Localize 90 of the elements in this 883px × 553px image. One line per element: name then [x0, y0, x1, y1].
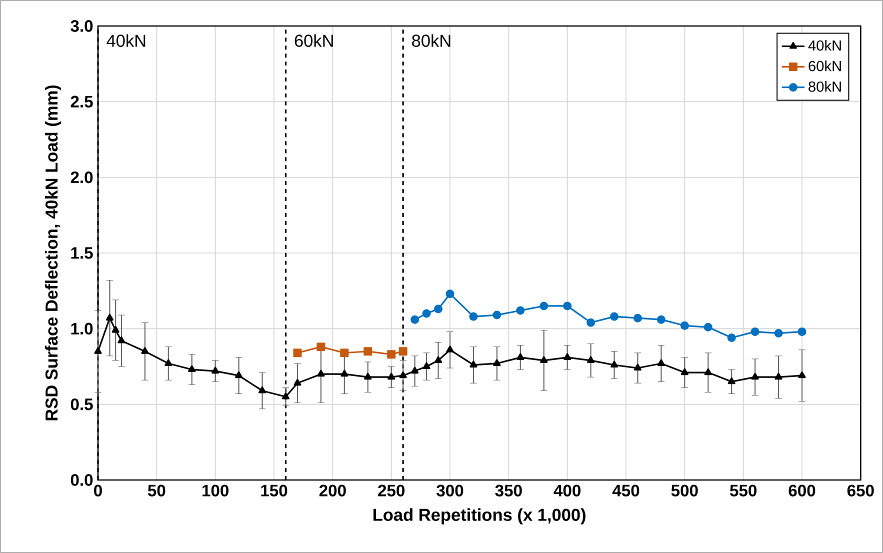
x-tick-label: 650	[847, 484, 874, 496]
point	[610, 360, 618, 368]
ref-line-label: 40kN	[106, 34, 146, 47]
x-axis-title: Load Repetitions (x 1,000)	[373, 508, 586, 524]
x-tick-label: 400	[554, 484, 581, 496]
point	[540, 356, 548, 363]
point	[388, 372, 396, 380]
point	[704, 368, 712, 376]
point	[118, 336, 126, 344]
point	[493, 359, 501, 366]
point	[434, 304, 443, 314]
point	[106, 314, 114, 321]
point	[364, 372, 372, 380]
x-tick-label: 500	[671, 484, 698, 496]
point	[387, 350, 396, 359]
point	[141, 347, 149, 354]
point	[282, 392, 290, 400]
x-tick-label: 450	[612, 484, 640, 496]
legend-label: 60kN	[808, 60, 841, 72]
legend-label: 80kN	[808, 81, 841, 92]
x-tick-label: 600	[788, 484, 816, 496]
x-tick-label: 250	[378, 484, 405, 496]
point	[399, 371, 407, 378]
point	[657, 359, 665, 366]
point	[446, 290, 454, 298]
y-tick-label: 0.0	[70, 474, 93, 486]
point	[340, 348, 349, 358]
x-tick-label: 0	[94, 484, 102, 496]
point	[235, 371, 243, 378]
y-tick-label: 3.0	[70, 20, 93, 32]
point	[164, 359, 172, 366]
x-tick-label: 200	[319, 484, 346, 496]
point	[470, 360, 478, 368]
legend-label: 40kN	[808, 40, 841, 51]
point	[798, 371, 806, 378]
point	[704, 322, 712, 332]
point	[188, 365, 196, 372]
point	[564, 353, 572, 360]
x-tick-label: 50	[148, 484, 166, 496]
y-tick-label: 0.5	[70, 398, 93, 410]
point	[434, 356, 442, 363]
ref-line-label: 80kN	[412, 34, 450, 47]
point	[727, 333, 736, 342]
point	[563, 302, 572, 310]
point	[492, 310, 502, 320]
point	[422, 309, 431, 318]
y-tick-label: 2.5	[70, 96, 93, 108]
y-tick-label: 2.0	[70, 171, 93, 184]
point	[316, 342, 326, 352]
x-tick-label: 100	[202, 484, 229, 496]
point	[751, 372, 759, 380]
point	[411, 366, 419, 374]
point	[540, 302, 548, 310]
point	[94, 347, 102, 354]
point	[398, 347, 408, 356]
point	[774, 328, 783, 338]
point	[469, 312, 478, 321]
point	[680, 368, 688, 376]
point	[634, 364, 642, 371]
point	[587, 356, 595, 363]
point	[516, 353, 524, 360]
point	[610, 312, 619, 321]
y-axis-title: RSD Surface Deflection, 40kN Load (mm)	[45, 85, 62, 420]
point	[798, 327, 806, 336]
point	[293, 348, 302, 358]
point	[340, 370, 348, 377]
point	[750, 327, 760, 336]
point	[446, 346, 454, 352]
y-tick-label: 1.0	[71, 322, 93, 335]
point	[422, 362, 430, 370]
ref-line-label: 60kN	[294, 34, 333, 47]
point	[294, 378, 302, 386]
x-tick-label: 550	[730, 484, 757, 496]
point	[317, 370, 325, 377]
point	[656, 315, 666, 324]
point	[112, 326, 120, 333]
x-tick-label: 150	[261, 484, 288, 496]
point	[586, 318, 596, 327]
point	[364, 347, 372, 356]
x-tick-label: 350	[495, 484, 522, 496]
y-tick-label: 1.5	[71, 247, 93, 259]
point	[212, 366, 220, 374]
point	[633, 314, 642, 322]
point	[680, 321, 689, 330]
point	[774, 372, 782, 380]
x-tick-label: 300	[436, 484, 464, 496]
point	[258, 386, 266, 394]
point	[410, 315, 420, 324]
point	[728, 377, 736, 384]
point	[516, 306, 525, 315]
